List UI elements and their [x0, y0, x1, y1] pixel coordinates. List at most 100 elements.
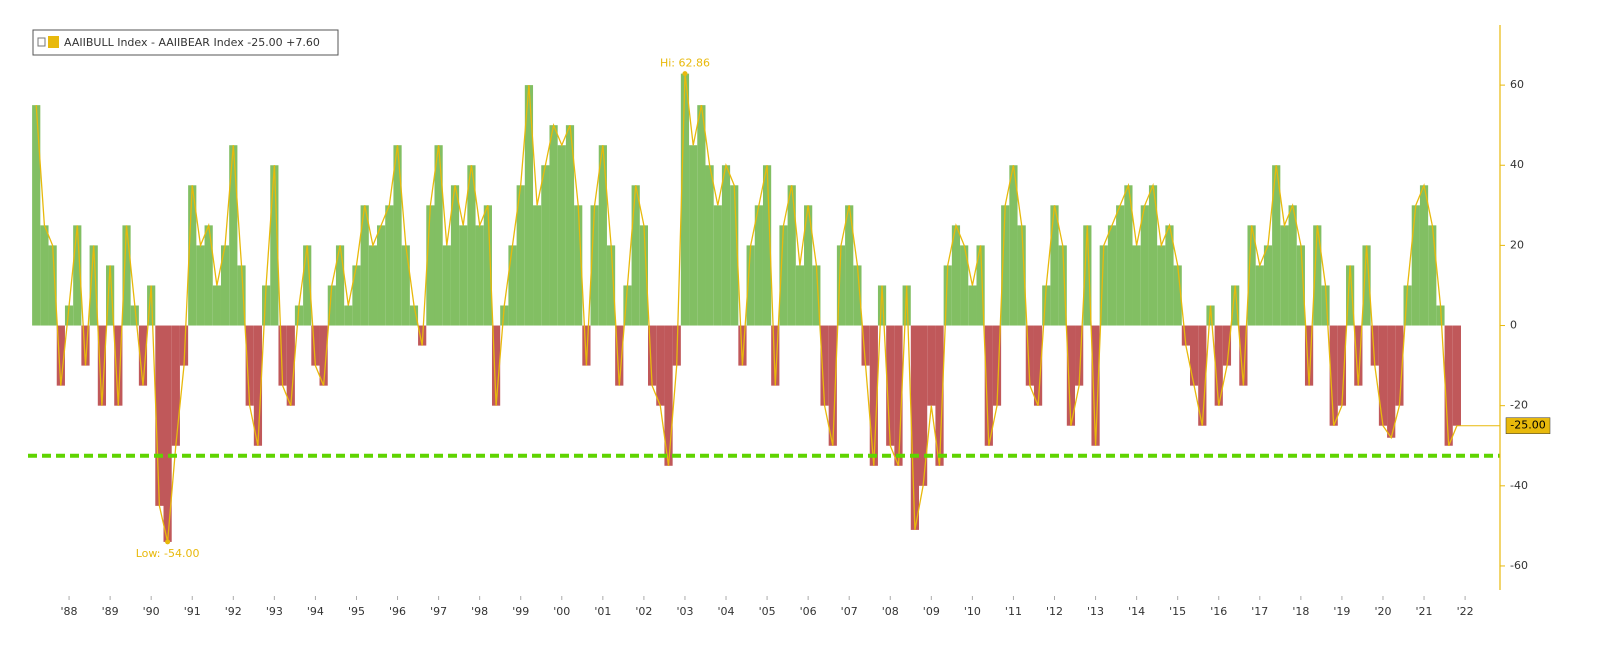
y-tick-label: 60	[1510, 78, 1524, 91]
x-tick-label: '20	[1374, 605, 1391, 618]
bar	[869, 325, 878, 466]
bar	[73, 225, 82, 326]
bar	[1148, 185, 1158, 326]
y-tick-label: -60	[1510, 559, 1528, 572]
legend-text: AAIIBULL Index - AAIIBEAR Index -25.00 +…	[64, 36, 320, 49]
bar	[1116, 205, 1125, 326]
x-tick-label: '16	[1210, 605, 1227, 618]
bar	[754, 205, 763, 326]
bar	[565, 125, 575, 326]
bar	[163, 325, 172, 542]
x-tick-label: '11	[1005, 605, 1022, 618]
x-tick-label: '06	[800, 605, 817, 618]
bar	[40, 225, 49, 326]
bar	[1452, 325, 1461, 426]
bar	[828, 325, 837, 446]
bar	[434, 145, 443, 326]
bar	[951, 225, 961, 326]
bar	[1329, 325, 1338, 426]
bar	[327, 285, 336, 326]
bar	[910, 325, 920, 530]
bar	[89, 245, 98, 326]
x-tick-label: '04	[718, 605, 735, 618]
bar	[262, 285, 271, 326]
bar	[582, 325, 591, 366]
bar	[861, 325, 870, 366]
x-tick-label: '98	[471, 605, 488, 618]
y-tick-label: 40	[1510, 158, 1524, 171]
x-tick-label: '10	[964, 605, 981, 618]
bar	[1058, 245, 1067, 326]
bar	[1239, 325, 1248, 386]
y-tick-label: 20	[1510, 238, 1524, 251]
bar	[1395, 325, 1404, 406]
bar	[1198, 325, 1207, 426]
bar	[179, 325, 189, 366]
bar	[738, 325, 747, 366]
bar	[467, 165, 476, 326]
bar	[1189, 325, 1199, 386]
x-tick-label: '12	[1046, 605, 1063, 618]
bar	[1140, 205, 1149, 326]
x-tick-label: '97	[430, 605, 447, 618]
bar	[1411, 205, 1420, 326]
bar	[245, 325, 254, 406]
bar	[483, 205, 492, 326]
series-line	[35, 73, 1458, 543]
bar	[1387, 325, 1396, 438]
bar	[1099, 245, 1108, 326]
x-tick-label: '93	[266, 605, 283, 618]
legend-box	[32, 29, 339, 56]
bar	[1075, 325, 1084, 386]
x-tick-label: '90	[143, 605, 160, 618]
bar	[1263, 245, 1273, 326]
bar	[943, 265, 952, 326]
bar	[1255, 265, 1264, 326]
bar	[631, 185, 640, 326]
bar	[303, 245, 312, 326]
bar	[212, 285, 221, 326]
bar	[368, 245, 378, 326]
x-tick-label: '96	[389, 605, 406, 618]
bar	[680, 73, 690, 326]
bar	[1313, 225, 1322, 326]
bar	[1444, 325, 1453, 446]
bar	[409, 305, 419, 326]
x-tick-label: '92	[225, 605, 242, 618]
bar	[1214, 325, 1223, 406]
bar	[286, 325, 295, 406]
bar	[1362, 245, 1371, 326]
bar	[1124, 185, 1133, 326]
bar	[352, 265, 361, 326]
bar	[48, 245, 57, 326]
x-tick-label: '99	[512, 605, 529, 618]
bar	[442, 245, 451, 326]
bar	[516, 185, 525, 326]
bar	[270, 165, 279, 326]
hi-dot	[682, 71, 688, 77]
x-tick-label: '22	[1457, 605, 1474, 618]
bar	[147, 285, 156, 326]
bar	[639, 225, 649, 326]
bar	[697, 105, 706, 326]
bar	[919, 325, 928, 486]
bar	[335, 245, 345, 326]
bar	[138, 325, 148, 386]
bar	[656, 325, 665, 406]
bar	[196, 245, 205, 326]
bar	[664, 325, 673, 466]
bar	[1181, 325, 1190, 346]
legend-toggle[interactable]	[37, 37, 46, 47]
low-dot	[165, 539, 171, 545]
bar	[1017, 225, 1026, 326]
bar	[508, 245, 517, 326]
x-tick-label: '91	[184, 605, 201, 618]
bar	[836, 245, 846, 326]
bar	[1403, 285, 1412, 326]
bar	[779, 225, 788, 326]
bar	[1296, 245, 1305, 326]
bar	[960, 245, 969, 326]
bar	[229, 145, 238, 326]
bar	[533, 205, 542, 326]
bar	[114, 325, 123, 406]
